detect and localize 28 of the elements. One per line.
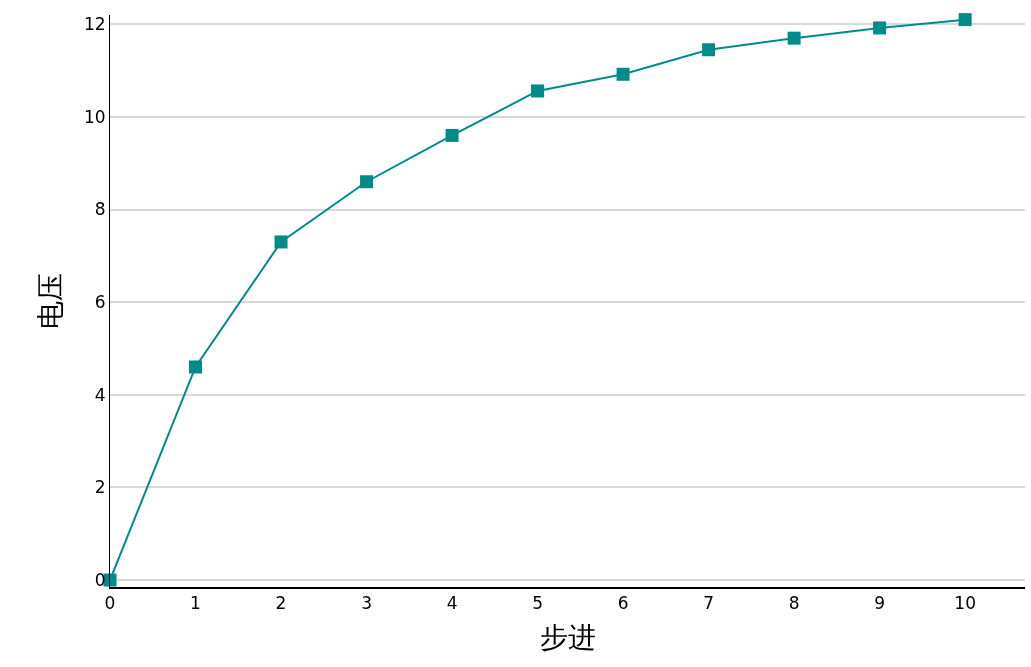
point <box>445 128 459 142</box>
point <box>787 31 801 45</box>
x-tick-label: 4 <box>446 593 458 614</box>
point <box>360 175 374 189</box>
x-tick-label: 9 <box>874 593 886 614</box>
point <box>958 13 972 27</box>
point <box>616 67 630 81</box>
y-tick-label: 10 <box>83 106 106 127</box>
y-tick-label: 8 <box>94 199 106 220</box>
point <box>189 360 203 374</box>
y-tick-label: 12 <box>83 14 106 35</box>
y-tick-label: 4 <box>94 384 106 405</box>
x-tick-label: 7 <box>703 593 715 614</box>
point <box>531 84 545 98</box>
x-tick-label: 10 <box>954 593 976 614</box>
point <box>702 43 716 57</box>
y-tick-label: 2 <box>94 477 106 498</box>
x-tick-label: 8 <box>788 593 800 614</box>
y-tick-label: 6 <box>94 292 106 313</box>
x-tick-label: 5 <box>532 593 543 614</box>
point <box>873 21 887 35</box>
x-tick-label: 3 <box>361 593 372 614</box>
x-tick-label: 2 <box>275 593 287 614</box>
y-axis-title: 电压 <box>33 273 67 329</box>
x-axis-title: 步进 <box>539 621 596 654</box>
point <box>274 235 288 249</box>
x-tick-label: 6 <box>617 593 629 614</box>
x-tick-label: 1 <box>190 593 201 614</box>
